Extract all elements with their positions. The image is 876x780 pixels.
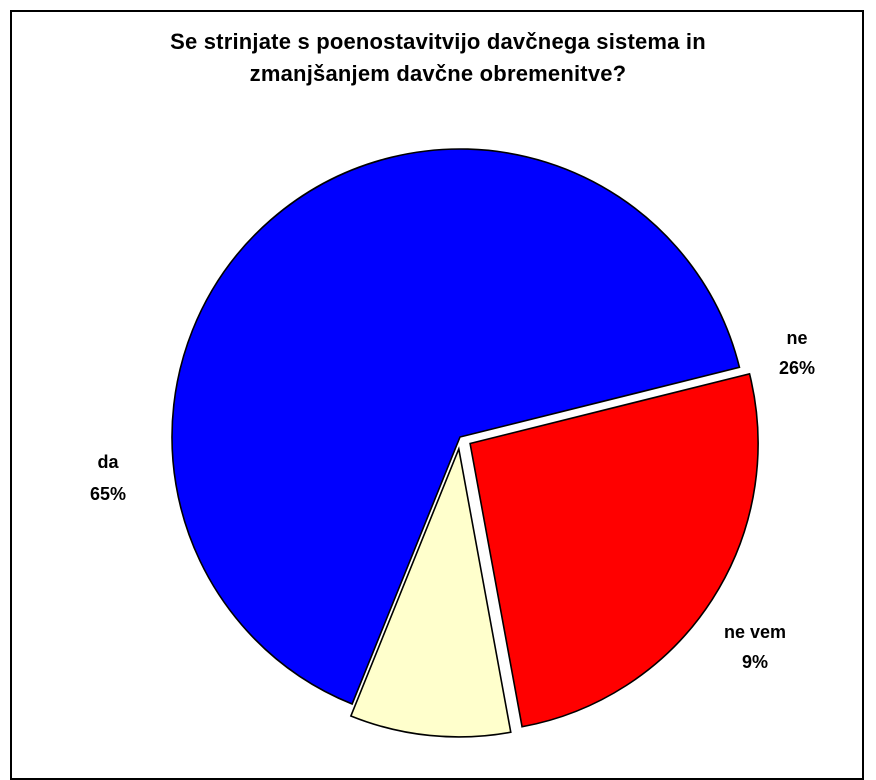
- pie-slice-da: [171, 148, 741, 706]
- chart-title: Se strinjate s poenostavitvijo davčnega …: [10, 26, 866, 90]
- chart-title-line-2: zmanjšanjem davčne obremenitve?: [249, 61, 627, 86]
- chart-title-line-1: Se strinjate s poenostavitvijo davčnega …: [170, 29, 706, 54]
- pie-slice-ne: [469, 372, 759, 728]
- slice-label-value-da: 65%: [90, 484, 126, 504]
- pie-slice-ne-vem: [349, 446, 512, 738]
- slice-label-name-ne-vem: ne vem: [724, 622, 786, 642]
- slice-label-name-da: da: [97, 452, 119, 472]
- slice-label-name-ne: ne: [786, 328, 807, 348]
- slice-label-value-ne: 26%: [779, 358, 815, 378]
- slice-label-value-ne-vem: 9%: [742, 652, 768, 672]
